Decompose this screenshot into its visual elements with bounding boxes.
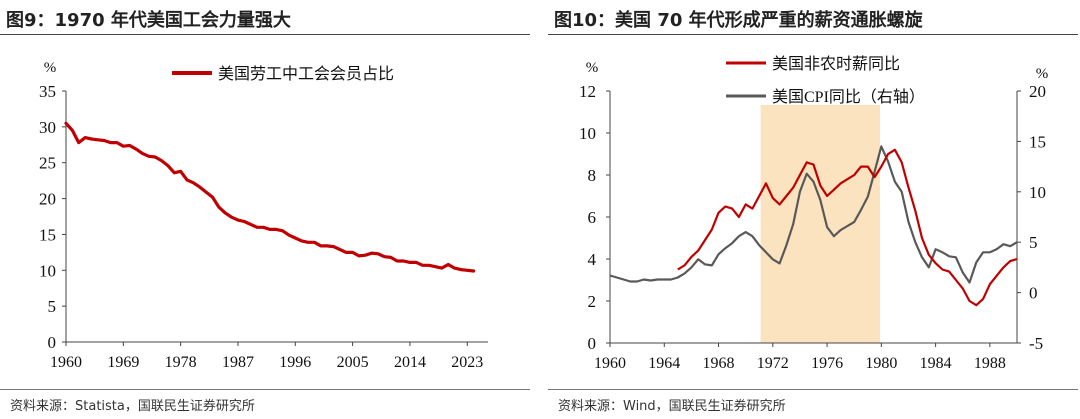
- x-tick-label: 1980: [865, 355, 897, 372]
- y-tick-label: 5: [48, 297, 57, 316]
- x-tick-label: 1960: [594, 355, 626, 372]
- highlight-1970s-band: [760, 105, 880, 343]
- right-y-tick-label: 0: [1029, 284, 1038, 303]
- left-y-tick-label: 6: [588, 208, 597, 227]
- x-tick-label: 1972: [757, 355, 789, 372]
- x-tick-label: 1976: [811, 355, 843, 372]
- right-y-tick-label: 10: [1029, 183, 1046, 202]
- x-tick-label: 1996: [279, 354, 311, 371]
- left-y-tick-label: 12: [579, 82, 596, 101]
- y-tick-label: 10: [39, 261, 56, 280]
- x-tick-label: 1984: [920, 355, 952, 372]
- union-share-chart: 0 5 10 15 20 25 30 35% 1960 1969 1978 1987 1996 2005 2…: [39, 60, 488, 371]
- source-note: 资料来源：Wind，国联民生证券研究所: [558, 399, 786, 414]
- legend-label-cpi: 美国CPI同比（右轴）: [772, 88, 925, 106]
- union-share-line: [64, 121, 476, 273]
- wage-cpi-chart: 0 2 4 6 8 10 12% -5 0 5 10 15 20% 1960 1964 1968 1972 197…: [579, 55, 1049, 372]
- right-axis-unit: %: [1036, 66, 1049, 82]
- y-axis-unit: %: [44, 60, 57, 76]
- y-tick-label: 20: [39, 190, 56, 209]
- wage-inflation-chart-panel: 图10：美国 70 年代形成严重的薪资通胀螺旋 0 2 4 6 8 10 12% -5 0 5 10…: [548, 0, 1080, 419]
- y-tick-label: 25: [39, 154, 56, 173]
- y-tick-label: 30: [39, 118, 56, 137]
- left-axis-unit: %: [586, 60, 599, 76]
- cpi-yoy-line: [609, 145, 1018, 284]
- x-tick-label: 2014: [394, 354, 426, 371]
- left-y-tick-label: 0: [588, 334, 597, 353]
- legend-label-wage: 美国非农时薪同比: [772, 55, 900, 73]
- legend-label: 美国劳工中工会会员占比: [218, 65, 394, 83]
- title-divider: [0, 34, 530, 35]
- y-tick-label: 15: [39, 225, 56, 244]
- x-tick-label: 1964: [648, 355, 680, 372]
- right-y-tick-label: 5: [1029, 233, 1038, 252]
- left-y-tick-label: 10: [579, 124, 596, 143]
- y-tick-label: 0: [48, 333, 57, 352]
- left-y-tick-label: 8: [588, 166, 597, 185]
- title-divider: [548, 34, 1078, 35]
- x-tick-label: 1988: [974, 355, 1006, 372]
- x-tick-label: 2023: [451, 354, 483, 371]
- right-y-tick-label: 20: [1029, 82, 1046, 101]
- source-note: 资料来源：Statista，国联民生证券研究所: [10, 399, 255, 414]
- x-tick-label: 1987: [222, 354, 254, 371]
- hourly-wage-yoy-line: [677, 148, 1018, 307]
- chart-title: 图9：1970 年代美国工会力量强大: [6, 10, 291, 31]
- y-tick-label: 35: [39, 82, 56, 101]
- left-y-tick-label: 2: [588, 292, 597, 311]
- x-tick-label: 2005: [337, 354, 369, 371]
- left-y-tick-label: 4: [588, 250, 597, 269]
- chart-title: 图10：美国 70 年代形成严重的薪资通胀螺旋: [554, 10, 923, 31]
- x-tick-label: 1978: [165, 354, 197, 371]
- x-tick-label: 1968: [703, 355, 735, 372]
- x-tick-label: 1969: [107, 354, 139, 371]
- union-share-chart-panel: 图9：1970 年代美国工会力量强大 0 5 10 15 20 25 30 35% 1960 19…: [0, 0, 536, 419]
- right-y-tick-label: -5: [1029, 334, 1043, 353]
- x-tick-label: 1960: [50, 354, 82, 371]
- source-divider: [0, 389, 530, 390]
- source-divider: [548, 389, 1078, 390]
- right-y-tick-label: 15: [1029, 132, 1046, 151]
